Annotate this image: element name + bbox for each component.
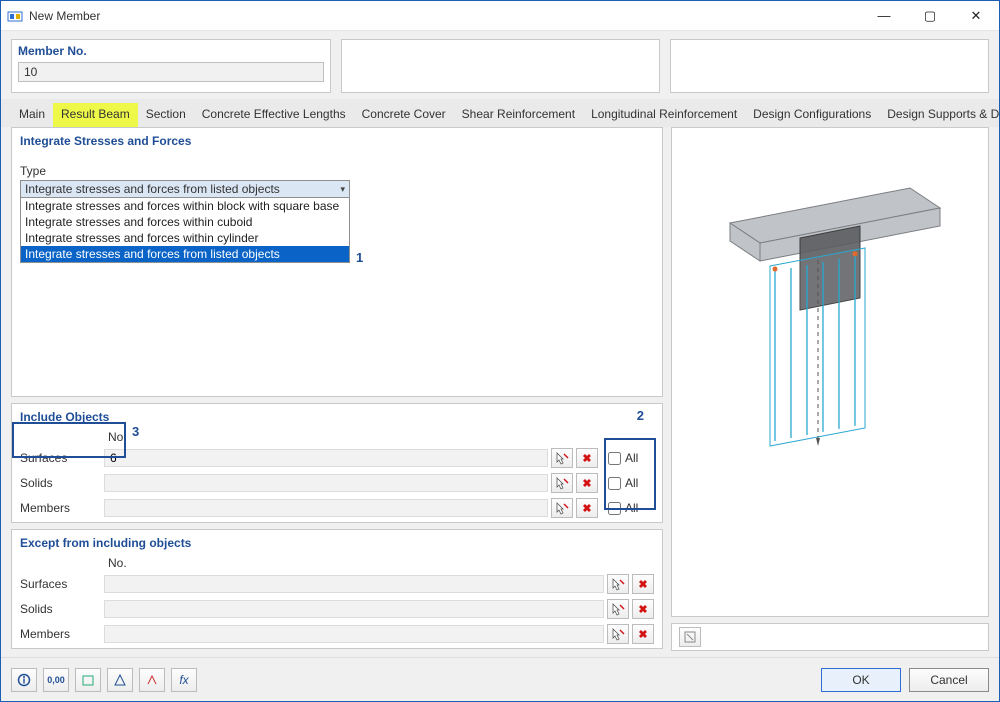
clear-button[interactable]: ✖ [576,473,598,493]
row-label: Members [20,501,104,515]
clear-button[interactable]: ✖ [576,498,598,518]
footer-bar: 0,00 fx OK Cancel [1,657,999,701]
annotation-3: 3 [132,424,139,439]
tab-longitudinal-reinforcement[interactable]: Longitudinal Reinforcement [583,103,745,127]
maximize-button[interactable]: ▢ [907,1,953,30]
preview-toolbar [671,623,989,651]
surfaces-input[interactable] [104,575,604,593]
ok-button[interactable]: OK [821,668,901,692]
close-icon: ✕ [971,8,982,24]
members-input[interactable] [104,625,604,643]
tab-concrete-effective-lengths[interactable]: Concrete Effective Lengths [194,103,354,127]
type-label: Type [20,164,654,178]
close-button[interactable]: ✕ [953,1,999,30]
type-selected: Integrate stresses and forces from liste… [25,182,280,196]
integrate-card: Integrate Stresses and Forces Type Integ… [11,127,663,397]
type-option[interactable]: Integrate stresses and forces within blo… [21,198,349,214]
object-row: Members ✖ [20,623,654,645]
tab-section[interactable]: Section [138,103,194,127]
tab-concrete-cover[interactable]: Concrete Cover [354,103,454,127]
right-column [671,127,989,651]
except-objects-card: Except from including objects No. Surfac… [11,529,663,649]
pick-surfaces-button[interactable] [551,448,573,468]
cancel-button[interactable]: Cancel [909,668,989,692]
window-title: New Member [29,9,100,23]
top-panel-2 [341,39,660,93]
left-column: Integrate Stresses and Forces Type Integ… [11,127,663,651]
chevron-down-icon: ▾ [340,184,345,195]
object-row: Surfaces ✖ [20,573,654,595]
object-row: Solids✖All [20,472,654,494]
tool-units[interactable]: 0,00 [43,668,69,692]
preview-tool-button[interactable] [679,627,701,647]
row-label: Solids [20,602,104,616]
pick-members-button[interactable] [607,624,629,644]
annotation-2-box [604,438,656,510]
top-panels: Member No. [1,31,999,99]
except-no-header: No. [104,556,134,570]
annotation-2: 2 [637,408,644,423]
row-label: Solids [20,476,104,490]
tool-c[interactable] [139,668,165,692]
solids-input[interactable] [104,600,604,618]
except-header: No. [20,556,654,570]
type-options-list: Integrate stresses and forces within blo… [20,198,350,263]
preview-3d[interactable] [671,127,989,617]
type-option[interactable]: Integrate stresses and forces within cyl… [21,230,349,246]
tool-info[interactable] [11,668,37,692]
object-row: Members✖All [20,497,654,519]
pick-solids-button[interactable] [551,473,573,493]
tab-design-configurations[interactable]: Design Configurations [745,103,879,127]
tool-a[interactable] [75,668,101,692]
annotation-3-box [12,422,126,458]
include-objects-card: Include Objects 2 3 No. Surfaces✖AllSoli… [11,403,663,523]
member-no-label: Member No. [18,44,324,58]
member-no-input[interactable] [18,62,324,82]
pick-surfaces-button[interactable] [607,574,629,594]
row-label: Members [20,627,104,641]
annotation-1: 1 [356,250,363,265]
content-area: Integrate Stresses and Forces Type Integ… [1,127,999,657]
app-icon [7,8,23,24]
clear-button[interactable]: ✖ [632,624,654,644]
tab-result-beam[interactable]: Result Beam [53,103,138,127]
maximize-icon: ▢ [924,8,936,24]
preview-svg [700,168,960,468]
footer-tools: 0,00 fx [11,668,197,692]
clear-button[interactable]: ✖ [632,574,654,594]
top-panel-3 [670,39,989,93]
type-option[interactable]: Integrate stresses and forces within cub… [21,214,349,230]
object-row: Solids ✖ [20,598,654,620]
tab-bar: MainResult BeamSectionConcrete Effective… [1,99,999,127]
surfaces-input[interactable] [104,449,548,467]
dialog-window: New Member — ▢ ✕ Member No. MainResult B… [0,0,1000,702]
tool-fx[interactable]: fx [171,668,197,692]
titlebar: New Member — ▢ ✕ [1,1,999,31]
minimize-button[interactable]: — [861,1,907,30]
window-controls: — ▢ ✕ [861,1,999,30]
row-label: Surfaces [20,577,104,591]
minimize-icon: — [878,8,891,23]
clear-button[interactable]: ✖ [576,448,598,468]
tool-b[interactable] [107,668,133,692]
pick-solids-button[interactable] [607,599,629,619]
type-combobox[interactable]: Integrate stresses and forces from liste… [20,180,350,198]
type-option[interactable]: Integrate stresses and forces from liste… [21,246,349,262]
pick-members-button[interactable] [551,498,573,518]
tab-design-supports-deflection[interactable]: Design Supports & Deflection [879,103,1000,127]
member-no-panel: Member No. [11,39,331,93]
tab-shear-reinforcement[interactable]: Shear Reinforcement [454,103,583,127]
clear-button[interactable]: ✖ [632,599,654,619]
integrate-title: Integrate Stresses and Forces [20,134,654,148]
tab-main[interactable]: Main [11,103,53,127]
members-input[interactable] [104,499,548,517]
except-title: Except from including objects [20,536,654,550]
solids-input[interactable] [104,474,548,492]
